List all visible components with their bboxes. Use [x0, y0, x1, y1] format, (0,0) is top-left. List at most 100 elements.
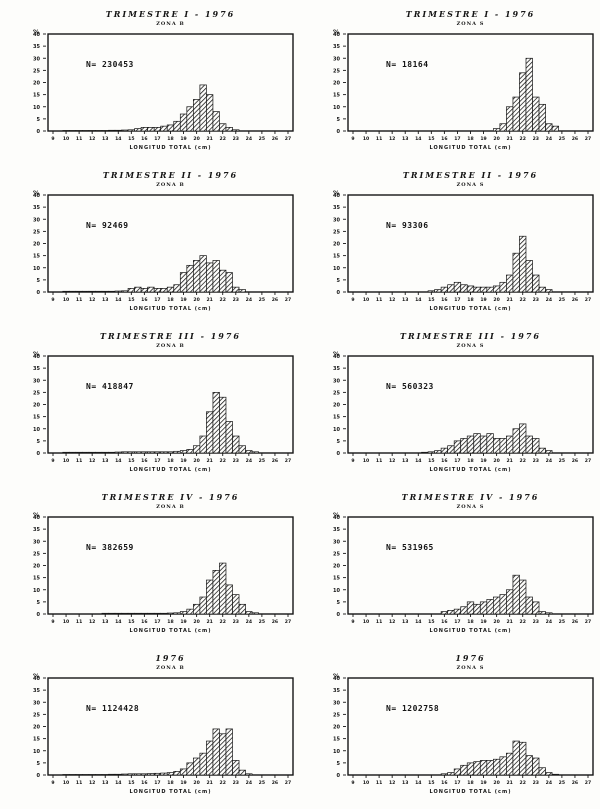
x-tick-label: 24 [546, 780, 552, 786]
x-tick-label: 27 [585, 297, 591, 303]
x-tick-label: 25 [559, 780, 565, 786]
x-tick-label: 24 [246, 619, 252, 625]
histogram-bar [212, 260, 220, 293]
y-tick-label: 25 [333, 712, 340, 718]
x-tick-label: 9 [51, 136, 54, 142]
histogram-bar [225, 272, 233, 293]
histogram-bar [453, 768, 462, 776]
plot-frame [47, 33, 294, 132]
histogram-bars [62, 255, 246, 293]
histogram-bar [545, 450, 553, 454]
x-tick-label: 16 [441, 297, 447, 303]
plot-frame [347, 516, 594, 615]
y-tick-label: 0 [37, 290, 41, 296]
histogram-bar [512, 252, 520, 293]
percent-axis-symbol: % [333, 350, 340, 358]
x-tick-label: 18 [167, 136, 173, 142]
x-tick-label: 17 [154, 297, 160, 303]
chart-cell-7: TRIMESTRE IV - 1976 ZONA B% 0 5 10 15 20 25 30 35… [0, 487, 300, 648]
x-tick-label: 16 [141, 619, 147, 625]
histogram-bar [62, 290, 70, 293]
plot-frame [347, 677, 594, 776]
chart-title: TRIMESTRE I - 1976 [106, 9, 235, 19]
y-tick-label: 5 [37, 439, 41, 445]
x-tick-label: 27 [585, 136, 591, 142]
histogram-bar [114, 773, 122, 776]
x-axis-label: LONGITUD TOTAL (cm) [430, 467, 512, 473]
x-axis-label: LONGITUD TOTAL (cm) [130, 628, 212, 634]
x-tick-label: 11 [76, 458, 82, 464]
x-tick-label: 26 [272, 619, 278, 625]
histogram-bar [238, 289, 246, 293]
histogram-bars [427, 235, 553, 293]
y-tick-label: 10 [333, 749, 340, 755]
histogram-bar [499, 438, 507, 454]
histogram-bar [140, 773, 149, 776]
histogram-bar [506, 435, 514, 454]
y-tick-label: 25 [333, 229, 340, 235]
histogram-chart-1: TRIMESTRE I - 1976 ZONA B% 0 5 10 15 20 25 30 35 4… [33, 9, 294, 151]
chart-zone-label: ZONA S [457, 182, 485, 188]
histogram-bar [127, 129, 135, 132]
plot-frame [347, 194, 594, 293]
y-tick-label: 25 [33, 712, 40, 718]
x-tick-label: 25 [259, 136, 265, 142]
x-tick-label: 14 [415, 297, 421, 303]
x-tick-label: 18 [467, 136, 473, 142]
x-tick-label: 17 [454, 458, 460, 464]
chart-title: TRIMESTRE II - 1976 [103, 170, 238, 180]
y-tick-label: 20 [333, 403, 340, 409]
y-tick-label: 0 [37, 773, 41, 779]
histogram-bar [101, 451, 109, 454]
sample-size-label: N= 93306 [386, 221, 429, 230]
histogram-bar [512, 96, 520, 132]
chart-zone-label: ZONA S [457, 665, 485, 671]
x-tick-label: 26 [572, 780, 578, 786]
histogram-bars [421, 423, 553, 454]
x-tick-label: 16 [441, 136, 447, 142]
histogram-bar [499, 123, 507, 132]
y-tick-label: 30 [333, 700, 340, 706]
sample-size-label: N= 531965 [386, 543, 434, 552]
histogram-bar [88, 290, 96, 293]
histogram-bar [173, 284, 181, 293]
histogram-bar [538, 286, 546, 293]
y-tick-label: 40 [33, 32, 40, 38]
histogram-bar [206, 94, 214, 132]
x-tick-label: 14 [115, 458, 121, 464]
histogram-chart-9: 1976 ZONA B% 0 5 10 15 20 25 30 35 40 9 10 11 12 13 14 15… [33, 653, 294, 795]
histogram-bar [212, 728, 220, 776]
histogram-bar [153, 127, 162, 132]
x-tick-label: 22 [520, 136, 526, 142]
x-tick-label: 9 [351, 297, 354, 303]
histogram-bar [232, 760, 240, 776]
x-tick-label: 17 [454, 297, 460, 303]
x-tick-label: 9 [351, 780, 354, 786]
histogram-bar [108, 451, 116, 454]
histogram-bar [199, 435, 207, 454]
y-tick-label: 5 [337, 117, 341, 123]
histogram-bar [192, 757, 201, 776]
x-tick-label: 19 [180, 136, 186, 142]
percent-axis-symbol: % [333, 672, 340, 680]
histogram-bar [199, 255, 207, 293]
x-tick-label: 20 [493, 780, 499, 786]
x-tick-label: 25 [559, 458, 565, 464]
histogram-bar [225, 127, 233, 132]
y-tick-label: 35 [333, 366, 340, 372]
histogram-bar [173, 612, 181, 615]
x-tick-label: 10 [363, 136, 369, 142]
y-tick-label: 0 [37, 129, 41, 135]
y-tick-label: 10 [33, 588, 40, 594]
y-tick-label: 5 [37, 600, 41, 606]
y-tick-label: 15 [33, 737, 40, 743]
histogram-bar [186, 264, 194, 293]
histogram-bar [225, 584, 233, 615]
histogram-bar [499, 756, 507, 776]
y-tick-label: 30 [33, 700, 40, 706]
histogram-bar [453, 440, 462, 454]
histogram-bar [251, 612, 259, 615]
x-tick-label: 25 [259, 458, 265, 464]
x-tick-label: 27 [285, 297, 291, 303]
x-axis-label: LONGITUD TOTAL (cm) [430, 628, 512, 634]
